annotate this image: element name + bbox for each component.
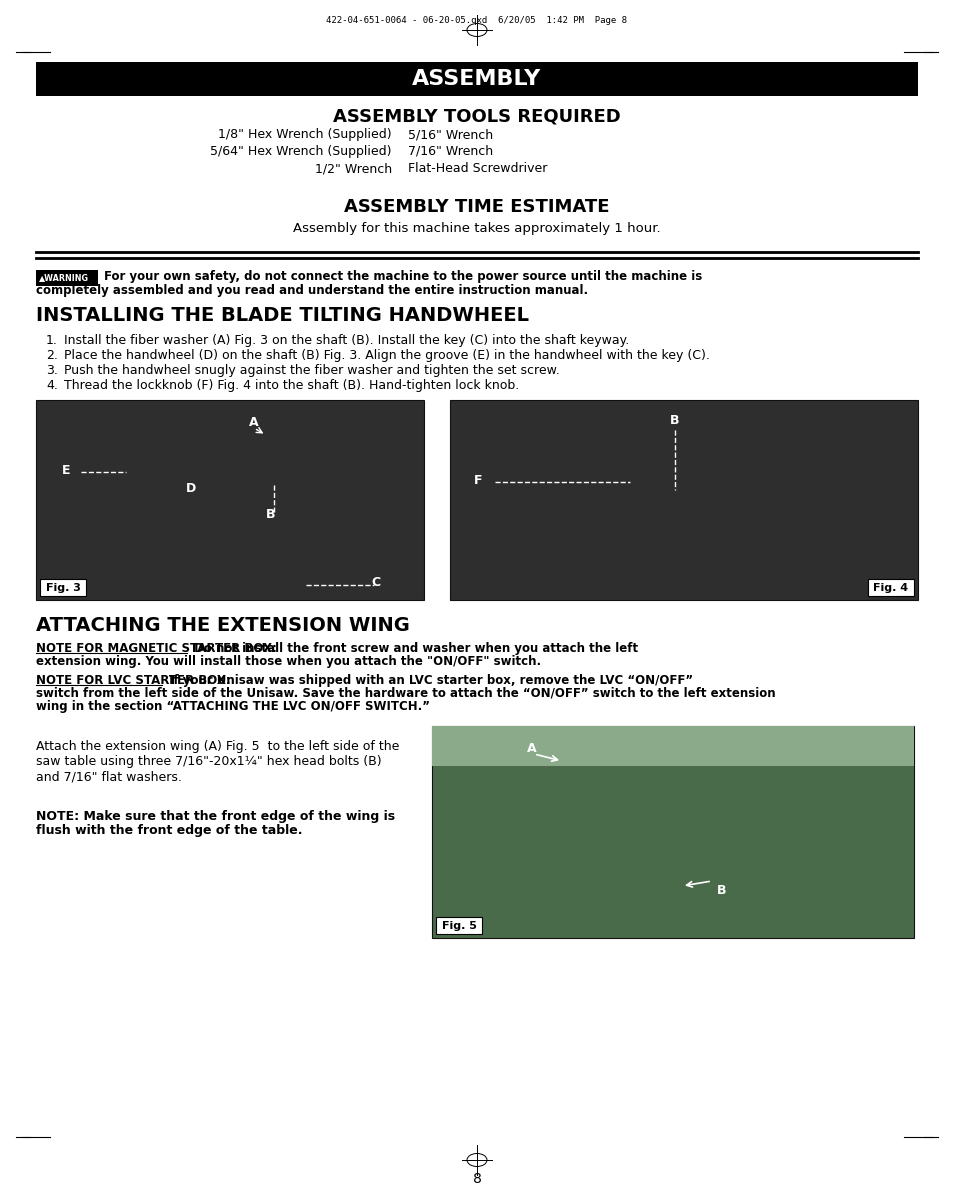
Text: Fig. 4: Fig. 4 bbox=[873, 583, 907, 593]
Text: 422-04-651-0064 - 06-20-05.qxd  6/20/05  1:42 PM  Page 8: 422-04-651-0064 - 06-20-05.qxd 6/20/05 1… bbox=[326, 15, 627, 25]
Text: Fig. 5: Fig. 5 bbox=[441, 921, 476, 931]
Text: Fig. 3: Fig. 3 bbox=[46, 583, 80, 593]
Text: flush with the front edge of the table.: flush with the front edge of the table. bbox=[36, 824, 302, 837]
Bar bbox=[867, 579, 913, 596]
Text: Attach the extension wing (A) Fig. 5  to the left side of the: Attach the extension wing (A) Fig. 5 to … bbox=[36, 740, 399, 753]
Text: 4.: 4. bbox=[46, 379, 58, 392]
Text: completely assembled and you read and understand the entire instruction manual.: completely assembled and you read and un… bbox=[36, 284, 587, 297]
Text: wing in the section “ATTACHING THE LVC ON/OFF SWITCH.”: wing in the section “ATTACHING THE LVC O… bbox=[36, 700, 430, 713]
Text: ASSEMBLY: ASSEMBLY bbox=[412, 69, 541, 89]
Text: E: E bbox=[62, 464, 71, 477]
Text: For your own safety, do not connect the machine to the power source until the ma: For your own safety, do not connect the … bbox=[104, 270, 701, 283]
Text: saw table using three 7/16"-20x1¼" hex head bolts (B): saw table using three 7/16"-20x1¼" hex h… bbox=[36, 755, 381, 768]
Bar bbox=[40, 579, 86, 596]
Text: Push the handwheel snugly against the fiber washer and tighten the set screw.: Push the handwheel snugly against the fi… bbox=[64, 364, 559, 377]
Text: C: C bbox=[371, 577, 380, 590]
Text: 7/16" Wrench: 7/16" Wrench bbox=[408, 145, 493, 158]
Bar bbox=[432, 726, 913, 938]
Text: Flat-Head Screwdriver: Flat-Head Screwdriver bbox=[408, 162, 547, 175]
Text: 3.: 3. bbox=[46, 364, 58, 377]
Text: extension wing. You will install those when you attach the "ON/OFF" switch.: extension wing. You will install those w… bbox=[36, 655, 540, 668]
Text: INSTALLING THE BLADE TILTING HANDWHEEL: INSTALLING THE BLADE TILTING HANDWHEEL bbox=[36, 306, 529, 325]
Text: 1.: 1. bbox=[46, 334, 58, 347]
Bar bbox=[36, 62, 917, 96]
Text: Do not install the front screw and washer when you attach the left: Do not install the front screw and washe… bbox=[191, 642, 638, 655]
Text: switch from the left side of the Unisaw. Save the hardware to attach the “ON/OFF: switch from the left side of the Unisaw.… bbox=[36, 687, 775, 700]
Text: NOTE: Make sure that the front edge of the wing is: NOTE: Make sure that the front edge of t… bbox=[36, 810, 395, 823]
Text: Thread the lockknob (F) Fig. 4 into the shaft (B). Hand-tighten lock knob.: Thread the lockknob (F) Fig. 4 into the … bbox=[64, 379, 518, 392]
Text: ASSEMBLY TOOLS REQUIRED: ASSEMBLY TOOLS REQUIRED bbox=[333, 108, 620, 126]
Text: 8: 8 bbox=[472, 1172, 481, 1185]
Text: D: D bbox=[186, 482, 196, 495]
Bar bbox=[436, 917, 481, 935]
Text: 1/8" Hex Wrench (Supplied): 1/8" Hex Wrench (Supplied) bbox=[218, 128, 392, 141]
Text: Install the fiber washer (A) Fig. 3 on the shaft (B). Install the key (C) into t: Install the fiber washer (A) Fig. 3 on t… bbox=[64, 334, 629, 347]
Text: B: B bbox=[717, 885, 726, 898]
Text: NOTE FOR MAGNETIC STARTER BOX:: NOTE FOR MAGNETIC STARTER BOX: bbox=[36, 642, 276, 655]
Text: 5/64" Hex Wrench (Supplied): 5/64" Hex Wrench (Supplied) bbox=[211, 145, 392, 158]
Text: Place the handwheel (D) on the shaft (B) Fig. 3. Align the groove (E) in the han: Place the handwheel (D) on the shaft (B)… bbox=[64, 350, 709, 361]
Text: Assembly for this machine takes approximately 1 hour.: Assembly for this machine takes approxim… bbox=[293, 222, 660, 235]
Bar bbox=[432, 726, 913, 766]
Text: ASSEMBLY TIME ESTIMATE: ASSEMBLY TIME ESTIMATE bbox=[344, 199, 609, 216]
Text: F: F bbox=[474, 473, 482, 486]
Bar bbox=[36, 270, 98, 287]
Text: ▲WARNING: ▲WARNING bbox=[39, 273, 89, 283]
Text: and 7/16" flat washers.: and 7/16" flat washers. bbox=[36, 770, 182, 784]
Text: A: A bbox=[527, 742, 537, 755]
Bar bbox=[36, 400, 423, 600]
Text: 1/2" Wrench: 1/2" Wrench bbox=[314, 162, 392, 175]
Text: 2.: 2. bbox=[46, 350, 58, 361]
Text: 5/16" Wrench: 5/16" Wrench bbox=[408, 128, 493, 141]
Text: ATTACHING THE EXTENSION WING: ATTACHING THE EXTENSION WING bbox=[36, 616, 410, 635]
Text: B: B bbox=[670, 414, 679, 427]
Text: NOTE FOR LVC STARTER BOX:: NOTE FOR LVC STARTER BOX: bbox=[36, 674, 231, 687]
Bar bbox=[450, 400, 917, 600]
Text: If your Unisaw was shipped with an LVC starter box, remove the LVC “ON/OFF”: If your Unisaw was shipped with an LVC s… bbox=[165, 674, 693, 687]
Text: A: A bbox=[249, 415, 258, 428]
Text: B: B bbox=[266, 509, 275, 522]
